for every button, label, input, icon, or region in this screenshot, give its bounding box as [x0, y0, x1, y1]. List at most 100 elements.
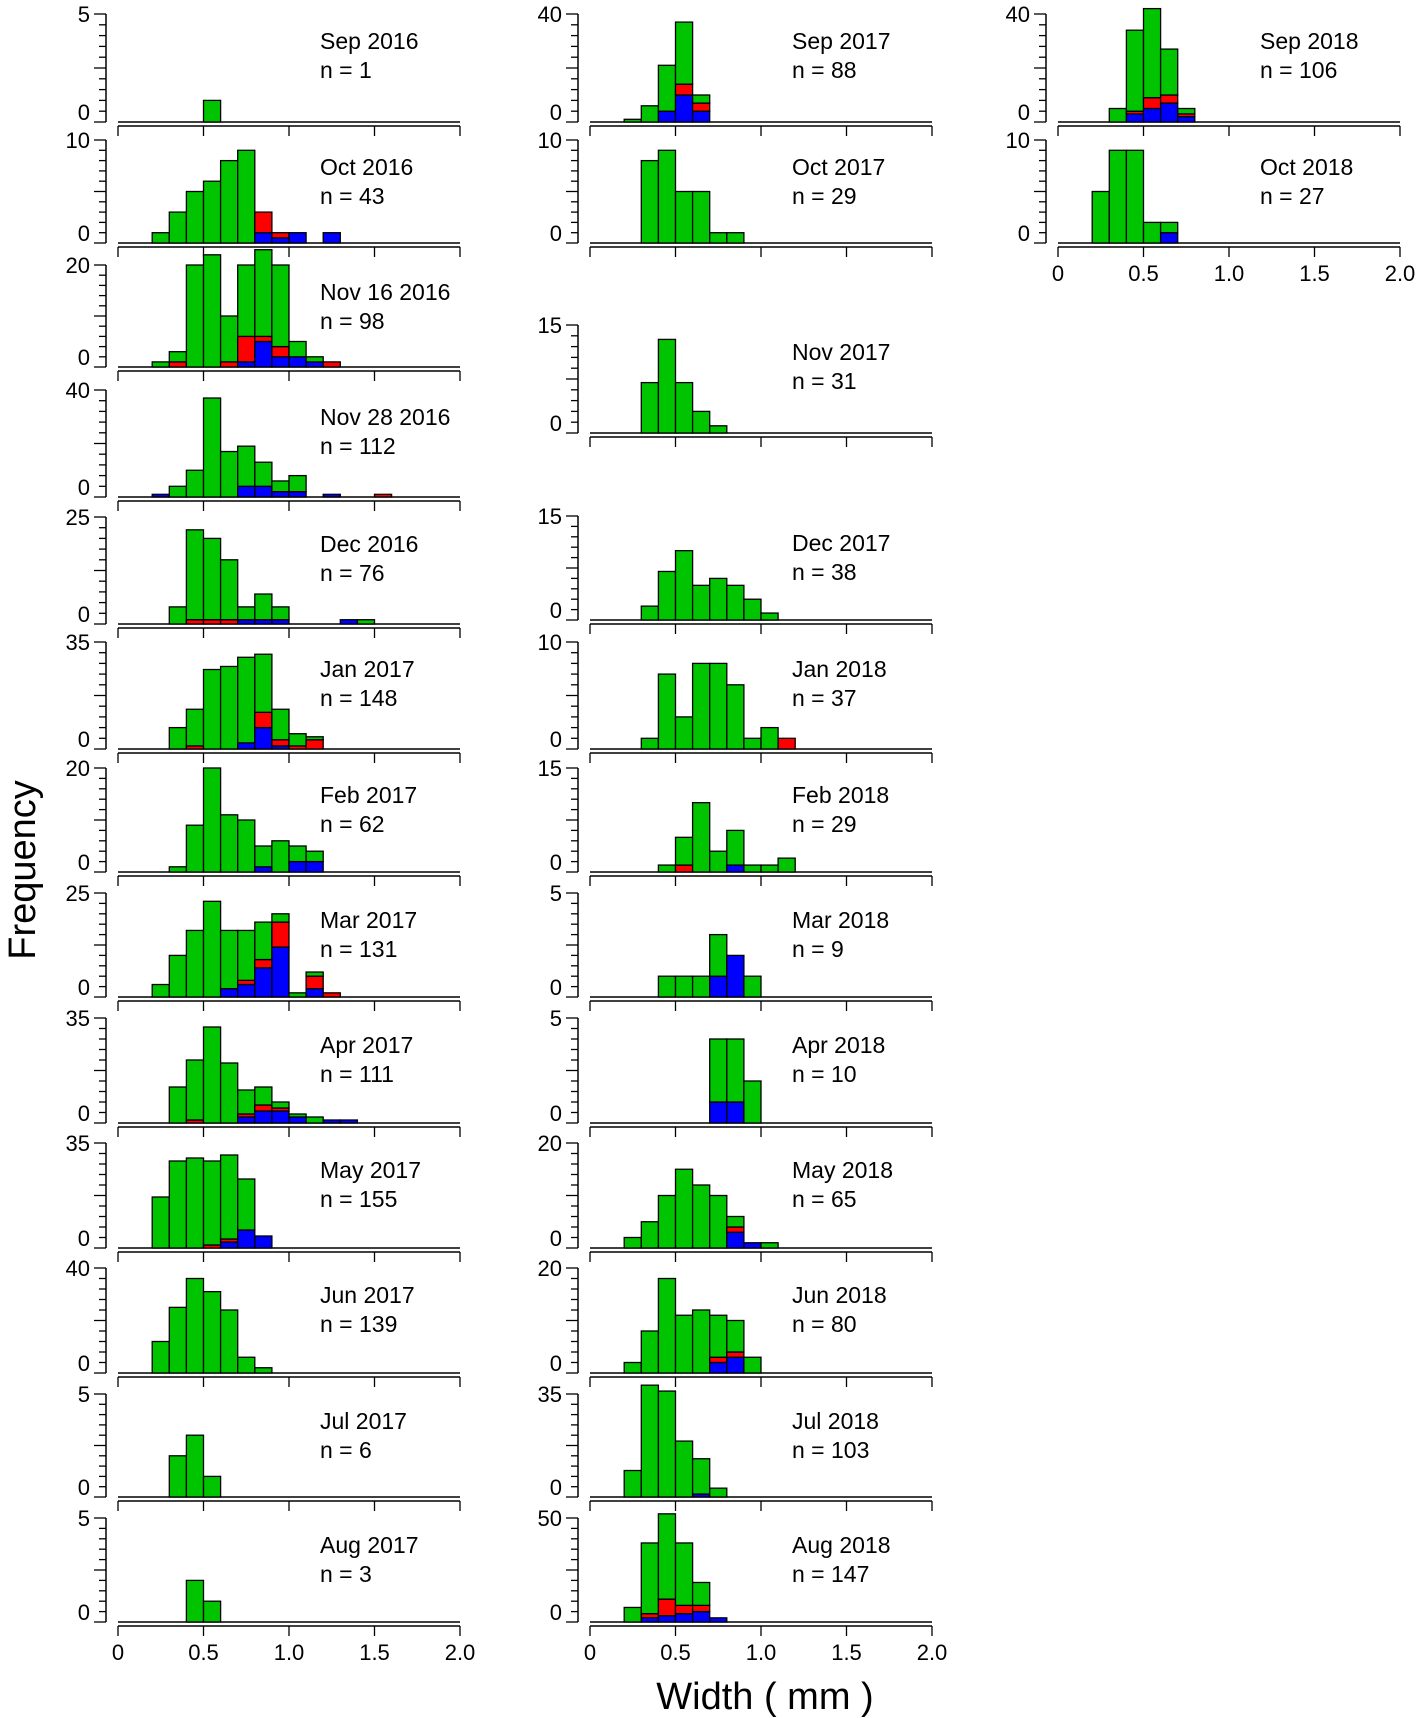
histogram-bar-red: [691, 102, 711, 112]
panel-title: Oct 2016: [320, 154, 413, 180]
histogram-bar-green: [185, 1059, 205, 1121]
panel-sample-size: n = 80: [792, 1311, 857, 1337]
histogram-bar-green: [691, 1184, 711, 1249]
histogram-bar-green: [185, 708, 205, 747]
histogram-bar-green: [1125, 29, 1145, 112]
panel-sample-size: n = 88: [792, 57, 857, 83]
histogram-bar-red: [254, 711, 273, 729]
histogram-bar-blue: [657, 110, 677, 123]
y-tick-label-max: 10: [538, 128, 562, 153]
histogram-bar-green: [237, 819, 256, 873]
histogram-bar-green: [760, 1242, 779, 1249]
histogram-bar-green: [168, 1086, 188, 1124]
histogram-bar-green: [1108, 149, 1128, 244]
histogram-bar-red: [271, 921, 290, 948]
panel-sample-size: n = 62: [320, 811, 385, 837]
histogram-bar-red: [305, 739, 324, 750]
histogram-bar-blue: [237, 361, 256, 368]
histogram-bar-green: [640, 1330, 660, 1374]
histogram-bar-green: [271, 264, 290, 348]
histogram-bar-blue: [305, 361, 324, 368]
y-tick-label-max: 40: [66, 378, 90, 403]
y-tick-label-zero: 0: [1018, 100, 1030, 125]
histogram-bar-red: [691, 1604, 711, 1613]
y-tick-label-max: 20: [538, 1131, 562, 1156]
histogram-bar-blue: [254, 340, 273, 368]
y-tick-label-max: 25: [66, 881, 90, 906]
panel-title: Aug 2018: [792, 1532, 890, 1558]
histogram-bar-green: [691, 584, 711, 621]
histogram-bar-green: [623, 118, 642, 123]
histogram-bar-green: [305, 736, 324, 741]
histogram-bar-green: [640, 1542, 660, 1615]
histogram-bar-green: [288, 340, 307, 358]
histogram-bar-green: [674, 1168, 694, 1249]
y-tick-label-max: 10: [538, 630, 562, 655]
histogram-panel: 35 0 May 2017 n = 155: [66, 1131, 461, 1262]
histogram-bar-green: [743, 1356, 762, 1374]
histogram-bar-green: [640, 1384, 660, 1498]
histogram-bar-red: [674, 1604, 694, 1615]
y-tick-label-max: 25: [66, 505, 90, 530]
histogram-bar-blue: [254, 726, 273, 750]
histogram-bar-green: [691, 975, 711, 998]
histogram-bar-blue: [674, 1613, 694, 1623]
histogram-bar-green: [168, 1455, 188, 1498]
histogram-bar-red: [237, 335, 256, 363]
histogram-bar-green: [640, 105, 660, 123]
y-tick-label-max: 40: [538, 2, 562, 27]
histogram-bar-blue: [1142, 107, 1162, 123]
histogram-panel: 40 0 Nov 28 2016 n = 112: [66, 378, 461, 511]
histogram-bar-green: [185, 190, 205, 244]
histogram-bar-green: [185, 1157, 205, 1249]
histogram-bar-blue: [254, 232, 273, 244]
histogram-bar-green: [168, 485, 188, 498]
panel-sample-size: n = 10: [792, 1061, 857, 1087]
histogram-bar-blue: [674, 94, 694, 123]
histogram-bar-red: [1142, 97, 1162, 110]
histogram-bar-green: [219, 1154, 239, 1240]
histogram-bar-green: [1142, 7, 1162, 99]
histogram-panel: 50 00 0.5 1.0 1.5 2.0 Aug 2018 n = 147: [538, 1506, 948, 1665]
histogram-bar-green: [305, 1116, 324, 1124]
histogram-bar-blue: [151, 493, 170, 498]
histogram-bar-red: [674, 864, 694, 873]
histogram-panel: 25 0 Dec 2016 n = 76: [66, 505, 461, 638]
histogram-bar-green: [271, 1101, 290, 1109]
histogram-bar-green: [657, 149, 677, 244]
panel-sample-size: n = 103: [792, 1437, 869, 1463]
histogram-bar-green: [691, 802, 711, 873]
panel-title: May 2018: [792, 1157, 893, 1183]
histogram-bar-blue: [271, 356, 290, 368]
histogram-bar-green: [743, 864, 762, 873]
histogram-bar-green: [219, 665, 239, 750]
histogram-bar-blue: [305, 860, 324, 873]
histogram-bar-green: [168, 606, 188, 625]
histogram-bar-green: [254, 1086, 273, 1106]
histogram-bar-green: [1125, 149, 1145, 244]
y-tick-label-max: 5: [78, 1382, 90, 1407]
histogram-bar-red: [373, 493, 393, 498]
histogram-bar-green: [288, 733, 307, 747]
histogram-bar-blue: [237, 983, 256, 998]
histogram-panel: 40 0 Sep 2017 n = 88: [538, 2, 933, 136]
histogram-panel: 15 0 Dec 2017 n = 38: [538, 504, 933, 634]
y-tick-label-zero: 0: [550, 727, 562, 752]
panel-title: Jul 2018: [792, 1408, 879, 1434]
panel-sample-size: n = 112: [320, 433, 396, 459]
panel-title: Jan 2017: [320, 656, 415, 682]
x-tick-label: 0: [584, 1640, 596, 1665]
histogram-bar-red: [709, 1356, 728, 1364]
x-tick-label: 2.0: [917, 1640, 948, 1665]
histogram-bar-green: [674, 1440, 694, 1498]
histogram-bar-blue: [339, 619, 359, 625]
histogram-bar-green: [657, 570, 677, 621]
histogram-bar-green: [709, 1314, 728, 1358]
y-tick-label-max: 15: [538, 756, 562, 781]
histogram-bar-green: [202, 767, 222, 873]
panel-sample-size: n = 6: [320, 1437, 372, 1463]
histogram-bar-green: [202, 180, 222, 244]
x-tick-label: 1.0: [1214, 261, 1245, 286]
histogram-bar-blue: [726, 954, 745, 998]
histogram-bar-blue: [237, 485, 256, 498]
